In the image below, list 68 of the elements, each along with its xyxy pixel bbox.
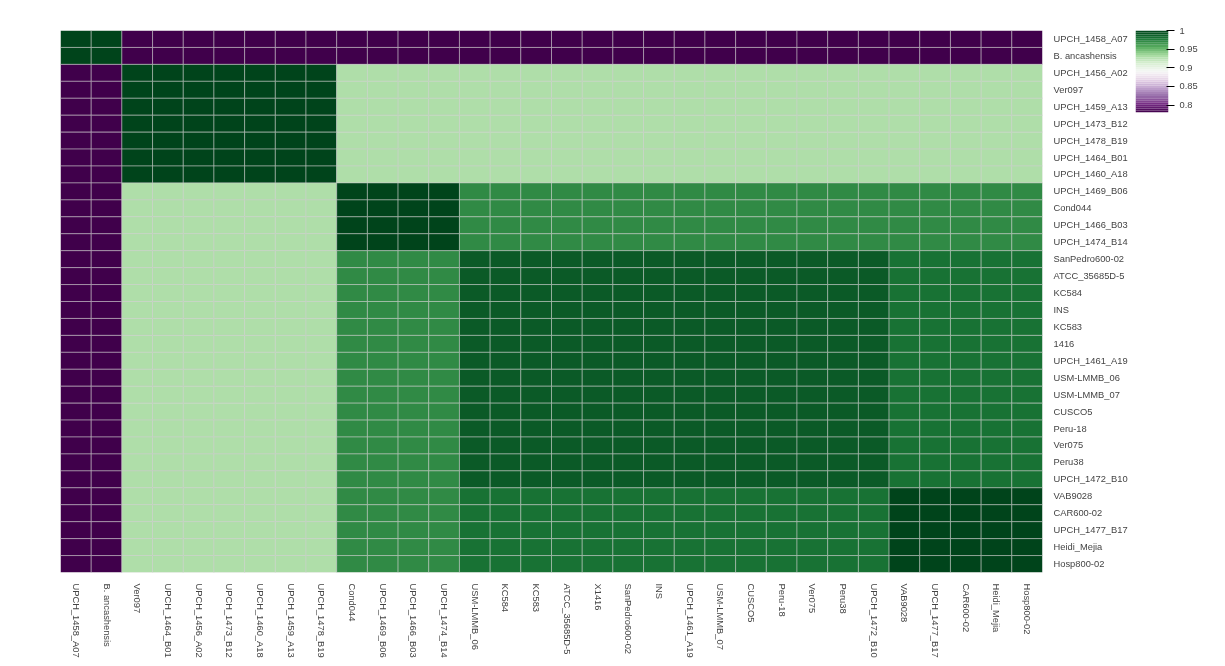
y-tick-label: Peru38 [1053,457,1084,468]
y-tick-label: Peru-18 [1053,423,1087,434]
x-tick-label: B. ancashensis [101,583,112,648]
x-tick-label: INS [653,583,664,600]
y-tick-label: UPCH_1472_B10 [1053,474,1128,485]
y-tick-label: Cond044 [1053,203,1092,214]
x-tick-label: USM-LMMB_06 [469,583,480,650]
x-tick-label: UPCH_1460_A18 [254,583,265,658]
y-tick-label: ATCC_35685D-5 [1053,271,1125,282]
x-tick-label: UPCH_1461_A19 [684,583,695,658]
y-tick-label: CAR600-02 [1053,508,1103,519]
x-tick-label: CAR600-02 [960,583,971,633]
y-tick-label: B. ancashensis [1053,50,1118,61]
x-tick-label: Ver097 [132,583,143,614]
x-tick-label: UPCH_1456_A02 [193,583,204,658]
y-tick-label: UPCH_1458_A07 [1053,33,1128,44]
x-tick-label: UPCH_1466_B03 [408,583,419,658]
x-tick-label: X1416 [592,583,603,611]
y-tick-label: SanPedro600-02 [1053,254,1125,265]
x-tick-label: Peru-18 [776,583,787,617]
x-tick-label: UPCH_1472_B10 [868,583,879,658]
x-tick-label: CUSCO5 [745,583,756,623]
x-tick-label: KC583 [531,583,542,613]
y-tick-label: UPCH_1478_B19 [1053,135,1128,146]
y-tick-label: VAB9028 [1053,491,1093,502]
x-tick-label: UPCH_1464_B01 [162,583,173,658]
y-tick-label: 1416 [1053,338,1075,349]
y-tick-label: USM-LMMB_07 [1053,389,1120,400]
x-tick-label: Cond044 [347,583,358,622]
x-tick-label: UPCH_1477_B17 [930,583,941,658]
y-tick-label: UPCH_1464_B01 [1053,152,1128,163]
y-tick-label: UPCH_1461_A19 [1053,355,1128,366]
x-tick-label: UPCH_1473_B12 [224,583,235,658]
x-tick-label: USM-LMMB_07 [715,583,726,650]
x-tick-label: ATCC_35685D-5 [561,583,572,655]
color-bar-label: 1 [1179,25,1185,36]
x-tick-label: UPCH_1474_B14 [439,583,450,658]
x-tick-label: Heidi_Mejia [991,583,1002,634]
y-tick-label: UPCH_1459_A13 [1053,101,1128,112]
y-tick-label: UPCH_1477_B17 [1053,525,1128,536]
y-tick-label: Hosp800-02 [1053,559,1105,570]
color-bar-label: 0.95 [1179,44,1198,55]
y-tick-label: UPCH_1460_A18 [1053,169,1128,180]
y-tick-label: UPCH_1456_A02 [1053,67,1128,78]
y-tick-label: UPCH_1466_B03 [1053,220,1128,231]
y-tick-label: KC584 [1053,288,1083,299]
y-tick-label: UPCH_1473_B12 [1053,118,1128,129]
x-tick-label: UPCH_1458_A07 [70,583,81,658]
x-tick-label: VAB9028 [899,583,910,623]
y-tick-label: UPCH_1469_B06 [1053,186,1128,197]
x-tick-label: Ver075 [807,583,818,614]
color-bar-label: 0.85 [1179,81,1198,92]
x-tick-label: UPCH_1459_A13 [285,583,296,658]
y-tick-label: Ver075 [1053,440,1084,451]
y-tick-label: INS [1053,304,1070,315]
y-tick-label: UPCH_1474_B14 [1053,237,1128,248]
y-tick-label: CUSCO5 [1053,406,1093,417]
x-tick-label: KC584 [500,583,511,613]
y-tick-label: Heidi_Mejia [1053,542,1104,553]
y-tick-label: USM-LMMB_06 [1053,372,1120,383]
x-tick-label: UPCH_1469_B06 [377,583,388,658]
x-tick-label: UPCH_1478_B19 [316,583,327,658]
color-bar-label: 0.9 [1179,62,1193,73]
color-bar-label: 0.8 [1179,100,1193,111]
x-tick-label: Peru38 [838,583,849,614]
y-tick-label: Ver097 [1053,84,1084,95]
y-tick-label: KC583 [1053,321,1083,332]
x-tick-label: SanPedro600-02 [623,583,634,655]
